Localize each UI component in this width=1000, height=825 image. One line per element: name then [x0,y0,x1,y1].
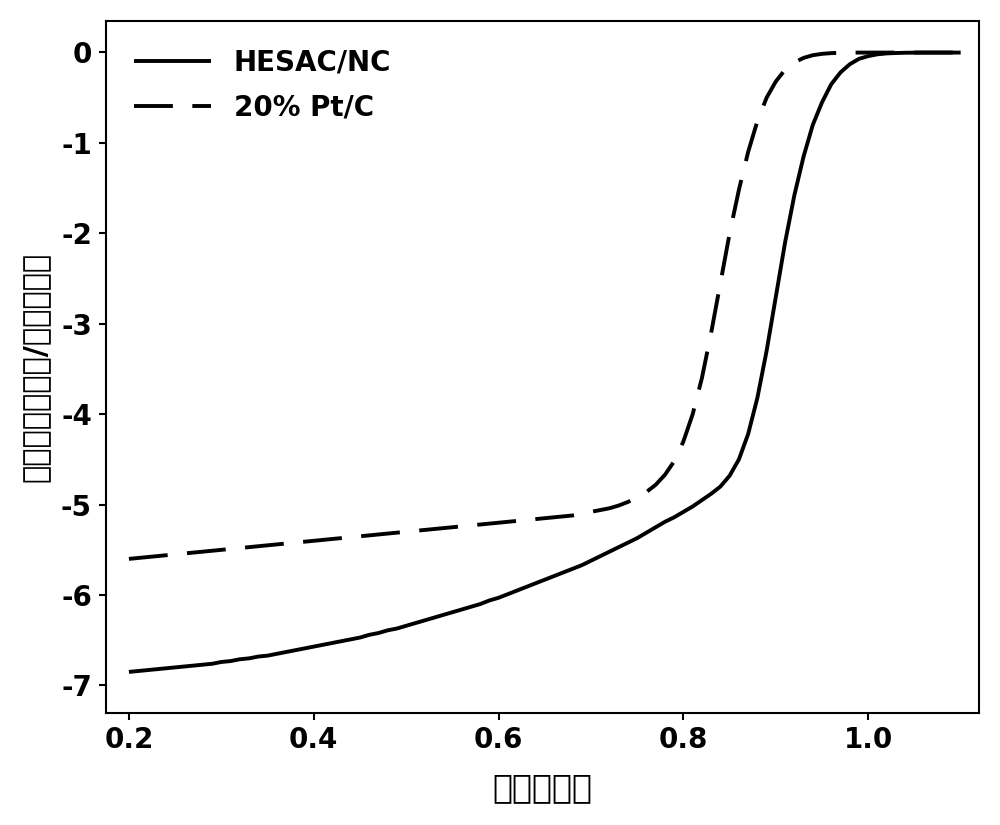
20% Pt/C [955,48,967,58]
20% Pt/C [335,533,347,543]
HESAC/NC [936,48,948,58]
20% Pt/C [123,554,135,563]
HESAC/NC [825,79,837,89]
Line: HESAC/NC: HESAC/NC [129,53,961,672]
HESAC/NC [123,667,135,676]
20% Pt/C [225,544,237,554]
HESAC/NC [918,48,930,58]
HESAC/NC [317,640,329,650]
20% Pt/C [853,48,865,58]
Line: 20% Pt/C: 20% Pt/C [129,53,961,559]
HESAC/NC [955,48,967,58]
20% Pt/C [825,48,837,58]
X-axis label: 电压（伏）: 电压（伏） [492,771,592,804]
HESAC/NC [945,48,957,58]
20% Pt/C [945,48,957,58]
HESAC/NC [335,636,347,646]
HESAC/NC [225,656,237,666]
Y-axis label: 电流密度（毫安/平方厘米）: 电流密度（毫安/平方厘米） [21,252,50,482]
20% Pt/C [317,535,329,544]
20% Pt/C [936,48,948,58]
Legend: HESAC/NC, 20% Pt/C: HESAC/NC, 20% Pt/C [120,35,405,135]
